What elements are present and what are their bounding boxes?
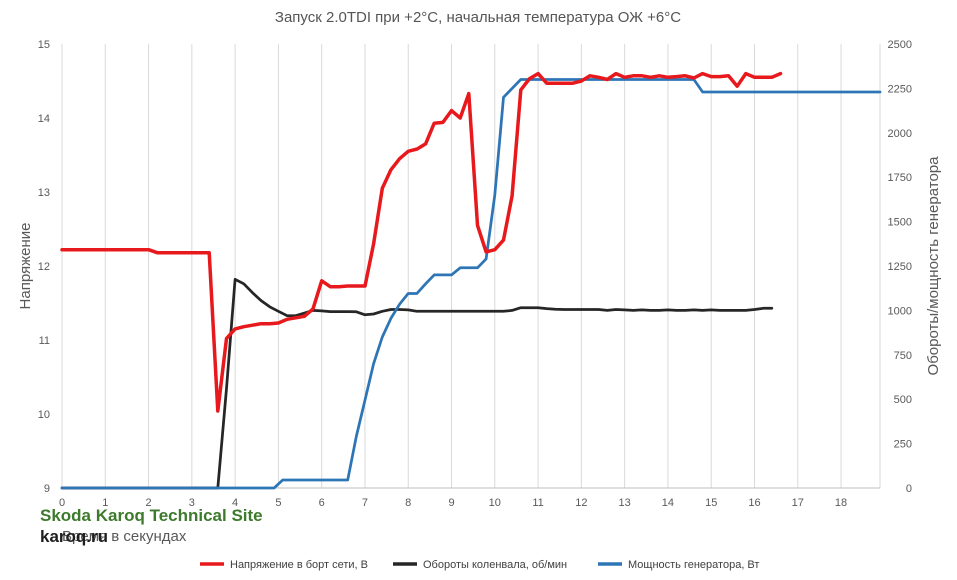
x-tick-label: 4 — [232, 497, 238, 509]
x-tick-label: 11 — [532, 497, 543, 509]
series-line — [60, 71, 783, 413]
y-right-axis-ticks: 0 250 500 750 1000 1250 1500 1750 2000 2250 2500 — [888, 39, 912, 495]
x-tick-label: 14 — [662, 497, 674, 509]
x-tick-label: 15 — [705, 497, 717, 509]
y-right-tick-label: 1750 — [888, 172, 912, 184]
y-right-tick-label: 500 — [894, 394, 912, 406]
y-right-tick-label: 2500 — [888, 39, 912, 51]
x-axis-title: Время в секундах — [62, 528, 187, 545]
x-tick-label: 10 — [489, 497, 501, 509]
x-tick-label: 5 — [275, 497, 281, 509]
x-tick-label: 8 — [405, 497, 411, 509]
y-right-axis-title: Обороты/мощность генератора — [925, 156, 942, 376]
y-right-tick-label: 250 — [894, 439, 912, 451]
y-left-tick-label: 11 — [39, 335, 50, 347]
y-left-tick-label: 9 — [44, 483, 50, 495]
y-right-tick-label: 2000 — [888, 128, 912, 140]
x-tick-label: 7 — [362, 497, 368, 509]
watermark-site-name: Skoda Karoq Technical Site — [40, 506, 263, 525]
y-right-tick-label: 750 — [894, 350, 912, 362]
y-right-tick-label: 1250 — [888, 261, 912, 273]
y-left-tick-label: 15 — [38, 39, 50, 51]
x-tick-label: 1 — [102, 497, 108, 509]
x-tick-label: 6 — [319, 497, 325, 509]
x-tick-label: 2 — [145, 497, 151, 509]
y-left-axis-ticks: 9 10 11 12 13 14 15 — [38, 39, 50, 495]
y-right-tick-label: 0 — [906, 483, 912, 495]
y-left-tick-label: 14 — [38, 113, 50, 125]
x-tick-label: 3 — [189, 497, 195, 509]
series-line — [60, 78, 882, 490]
y-left-axis-title: Напряжение — [17, 223, 34, 310]
legend-label: Мощность генератора, Вт — [628, 559, 759, 571]
y-right-tick-label: 2250 — [888, 83, 912, 95]
x-tick-label: 9 — [448, 497, 454, 509]
y-left-tick-label: 12 — [38, 261, 50, 273]
x-tick-label: 12 — [575, 497, 587, 509]
x-axis-ticks: 0 1 2 3 4 5 6 7 8 9 10 11 12 13 14 15 16 17 18 — [59, 497, 847, 509]
legend-label: Обороты коленвала, об/мин — [423, 559, 567, 571]
y-right-tick-label: 1500 — [888, 217, 912, 229]
grid — [61, 44, 881, 488]
y-left-tick-label: 10 — [38, 409, 50, 421]
chart-title: Запуск 2.0TDI при +2°C, начальная темпер… — [275, 9, 681, 26]
y-left-tick-label: 13 — [38, 187, 50, 199]
legend-label: Напряжение в борт сети, В — [230, 559, 368, 571]
x-tick-label: 0 — [59, 497, 65, 509]
x-tick-label: 18 — [835, 497, 847, 509]
legend: Напряжение в борт сети, В Обороты коленва… — [200, 559, 759, 571]
x-tick-label: 13 — [619, 497, 631, 509]
x-tick-label: 17 — [792, 497, 804, 509]
series-lines — [60, 71, 882, 490]
series-line — [60, 277, 774, 490]
y-right-tick-label: 1000 — [888, 305, 912, 317]
watermark-domain: karoq.ru — [40, 527, 108, 546]
x-tick-label: 16 — [748, 497, 760, 509]
